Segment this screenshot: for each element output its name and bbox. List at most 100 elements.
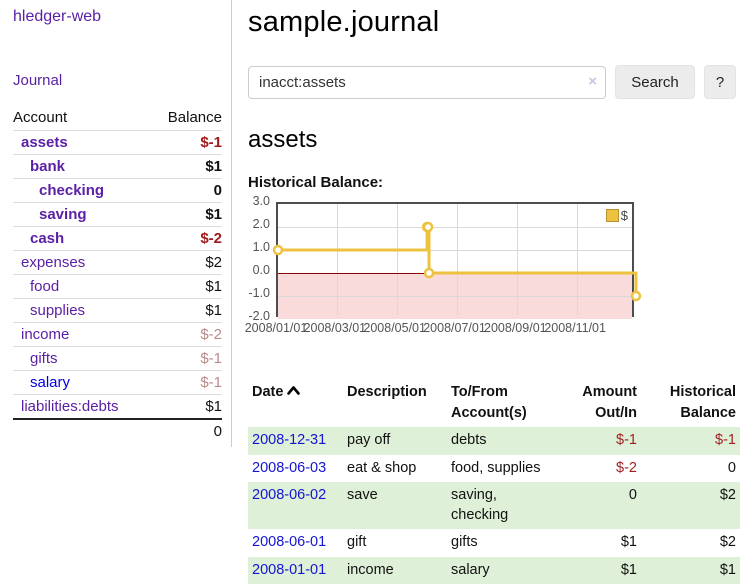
transaction-description: gift <box>347 534 367 551</box>
accounts-total-row: 0 <box>13 418 222 443</box>
account-row: cash $-2 <box>13 226 222 251</box>
transaction-date-link[interactable]: 2008-06-03 <box>252 459 327 476</box>
transaction-description: income <box>347 561 394 578</box>
account-link-cash[interactable]: cash <box>30 230 65 247</box>
transaction-balance: $1 <box>719 561 736 578</box>
account-balance: $-2 <box>151 226 222 251</box>
account-balance: $1 <box>151 202 222 227</box>
clear-search-icon[interactable]: × <box>588 72 597 90</box>
account-balance: $-1 <box>151 346 222 371</box>
account-balance: $1 <box>151 298 222 323</box>
transaction-amount: $-2 <box>616 459 637 476</box>
y-axis-tick-label: -2.0 <box>248 309 270 323</box>
register-header-amount: Amount Out/In <box>582 384 637 422</box>
chart-series-$ <box>272 221 642 302</box>
transaction-description: eat & shop <box>347 459 417 476</box>
account-row: bank $1 <box>13 154 222 179</box>
accounts-header-row: Account Balance <box>13 106 222 131</box>
account-balance: $2 <box>151 250 222 275</box>
chart-gridline <box>577 204 579 315</box>
chart-gridline <box>278 227 632 228</box>
account-balance: $1 <box>151 274 222 299</box>
account-link-food[interactable]: food <box>30 278 60 295</box>
account-balance: $-1 <box>151 130 222 155</box>
balance-chart-plot-area: $ <box>272 202 642 319</box>
help-button[interactable]: ? <box>704 65 736 99</box>
register-header-accounts: To/From Account(s) <box>451 384 527 422</box>
account-row: salary $-1 <box>13 370 222 395</box>
y-axis-tick-label: 2.0 <box>252 217 270 231</box>
chart-x-axis: 2008/01/01 2008/03/01 2008/05/01 2008/07/01… <box>245 319 634 337</box>
chart-heading: Historical Balance: <box>248 174 384 191</box>
account-row: expenses $2 <box>13 250 222 275</box>
account-link-gifts[interactable]: gifts <box>30 350 58 367</box>
search-button[interactable]: Search <box>615 65 695 99</box>
transaction-amount: $-1 <box>616 432 637 449</box>
account-link-income[interactable]: income <box>21 326 70 343</box>
account-balance: $1 <box>151 394 222 419</box>
accounts-table: Account Balance assets $-1 bank $1 check… <box>13 106 222 443</box>
register-row: 2008-01-01 income salary $1 $1 <box>248 556 740 584</box>
register-row: 2008-12-31 pay off debts $-1 $-1 <box>248 427 740 455</box>
x-axis-tick-label: 2008/07/01 <box>423 321 486 335</box>
app-title-link[interactable]: hledger-web <box>13 8 102 25</box>
account-link-supplies[interactable]: supplies <box>30 302 86 319</box>
transaction-accounts: food, supplies <box>451 459 541 476</box>
main-content: sample.journal × Search ? assets Histori… <box>232 0 742 584</box>
chart-gridline <box>456 204 458 315</box>
transaction-amount: 0 <box>628 487 637 504</box>
accounts-total-balance: 0 <box>151 418 222 443</box>
transaction-date-link[interactable]: 2008-01-01 <box>252 561 327 578</box>
transaction-balance: $2 <box>719 487 736 504</box>
data-point-marker <box>630 290 642 302</box>
y-axis-tick-label: 0.0 <box>252 263 270 277</box>
account-link-checking[interactable]: checking <box>39 182 105 199</box>
chart-gridline <box>278 250 632 251</box>
account-link-saving[interactable]: saving <box>39 206 87 223</box>
transaction-balance: $2 <box>719 534 736 551</box>
transaction-accounts: saving, checking <box>451 487 509 523</box>
account-row: supplies $1 <box>13 298 222 323</box>
account-row: income $-2 <box>13 322 222 347</box>
account-link-salary[interactable]: salary <box>30 374 71 391</box>
account-link-liabilities-debts[interactable]: liabilities:debts <box>21 398 119 415</box>
x-axis-tick-label: 2008/05/01 <box>363 321 426 335</box>
x-axis-tick-label: 2008/09/01 <box>484 321 547 335</box>
account-link-assets[interactable]: assets <box>21 134 68 151</box>
register-header-row: Date Description To/From Account(s) Amou… <box>248 379 740 427</box>
search-form: × Search ? <box>248 65 742 99</box>
accounts-header-balance: Balance <box>167 109 222 126</box>
account-link-expenses[interactable]: expenses <box>21 254 86 271</box>
account-heading: assets <box>248 126 318 153</box>
transaction-balance: 0 <box>727 459 736 476</box>
sidebar-item-journal[interactable]: Journal <box>13 72 63 89</box>
sidebar: hledger-web Journal Account Balance asse… <box>0 0 232 447</box>
transaction-date-link[interactable]: 2008-06-01 <box>252 534 327 551</box>
account-balance: $-2 <box>151 322 222 347</box>
account-link-bank[interactable]: bank <box>30 158 66 175</box>
transaction-amount: $1 <box>620 561 637 578</box>
account-balance: 0 <box>151 178 222 203</box>
account-row: food $1 <box>13 274 222 299</box>
data-point-marker <box>422 221 434 233</box>
sort-ascending-icon <box>287 386 301 395</box>
chart-gridline <box>396 204 398 315</box>
chart-legend: $ <box>605 208 628 223</box>
transaction-date-link[interactable]: 2008-12-31 <box>252 432 327 449</box>
x-axis-tick-label: 2008/11/01 <box>544 321 606 335</box>
register-header-date[interactable]: Date <box>248 379 343 427</box>
transaction-date-link[interactable]: 2008-06-02 <box>252 487 327 504</box>
legend-swatch <box>605 209 619 222</box>
page-title: sample.journal <box>248 6 440 38</box>
account-row: checking 0 <box>13 178 222 203</box>
account-row: saving $1 <box>13 202 222 227</box>
register-row: 2008-06-03 eat & shop food, supplies $-2… <box>248 455 740 483</box>
transaction-amount: $1 <box>620 534 637 551</box>
balance-step-line <box>278 225 638 296</box>
register-header-description: Description <box>347 384 427 400</box>
search-input[interactable] <box>248 65 606 99</box>
accounts-header-account: Account <box>13 109 68 126</box>
account-row: liabilities:debts $1 <box>13 394 222 419</box>
y-axis-tick-label: 3.0 <box>252 194 270 208</box>
transaction-accounts: gifts <box>451 534 478 551</box>
